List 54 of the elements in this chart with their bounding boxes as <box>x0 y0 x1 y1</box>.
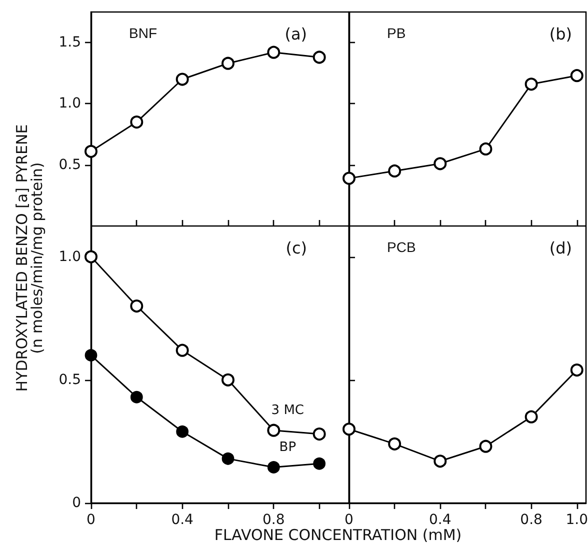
series-label: 3 MC <box>271 402 304 418</box>
point <box>176 72 189 86</box>
point <box>570 69 584 82</box>
point <box>176 344 189 357</box>
x-tick-label: 1.0 <box>566 512 588 528</box>
x-tick-label: 0 <box>86 512 96 528</box>
point <box>222 452 234 465</box>
point <box>524 78 538 91</box>
point <box>130 390 143 404</box>
point <box>313 457 326 470</box>
point <box>222 56 234 70</box>
point <box>267 46 280 59</box>
annotation: (b) <box>549 24 572 44</box>
y-tick-label: 0 <box>72 495 81 511</box>
point <box>130 116 144 129</box>
x-tick-label: 0.4 <box>171 512 194 528</box>
point <box>130 300 144 313</box>
point <box>479 142 492 156</box>
y-axis-title: HYDROXYLATED BENZO [a] PYRENE (n moles/min/mg protein) <box>13 124 46 392</box>
x-axis-title: FLAVONE CONCENTRATION (mM) <box>214 526 462 544</box>
x-tick-label: 0.4 <box>429 512 452 528</box>
point <box>222 373 234 386</box>
annotation: (d) <box>549 238 572 258</box>
point <box>434 157 447 170</box>
point <box>479 440 492 453</box>
point <box>84 144 98 158</box>
annotation: (c) <box>286 238 307 258</box>
text: PCB <box>387 239 416 255</box>
text: BNF <box>129 25 157 41</box>
point <box>434 454 447 468</box>
y-tick-label: 1.5 <box>58 34 81 51</box>
x-tick-label: 0 <box>344 512 354 528</box>
annotation: (a) <box>284 24 308 44</box>
point <box>388 164 402 178</box>
point <box>267 424 280 437</box>
point <box>524 410 538 424</box>
point <box>388 437 402 450</box>
x-tick-label: 0.8 <box>262 512 285 528</box>
point <box>312 50 326 64</box>
y-tick-label: 0.5 <box>58 372 81 388</box>
text: PB <box>387 25 406 41</box>
point <box>176 425 189 438</box>
y-tick-label: 1.0 <box>58 96 81 112</box>
point <box>312 428 326 441</box>
point <box>570 364 584 377</box>
x-tick-label: 0.8 <box>520 512 542 528</box>
point <box>342 422 356 436</box>
point <box>84 349 98 362</box>
y-tick-label: 1.0 <box>58 248 81 265</box>
series-label: BP <box>279 440 296 456</box>
y-tick-label: 0.5 <box>58 156 81 173</box>
point <box>342 172 356 185</box>
point <box>267 461 280 474</box>
point <box>84 250 98 264</box>
